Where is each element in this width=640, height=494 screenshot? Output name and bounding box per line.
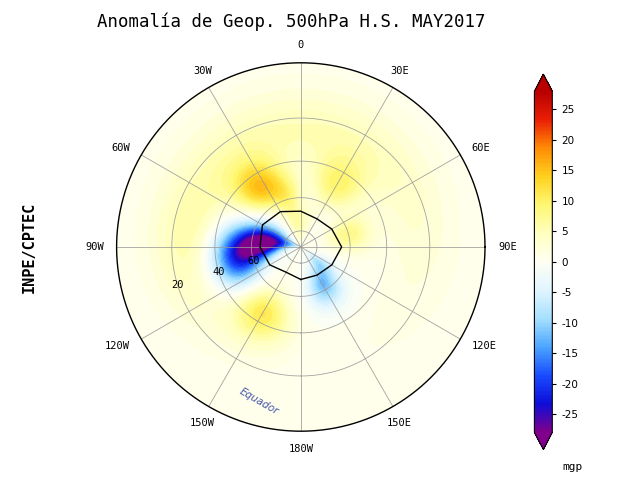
Point	[296, 243, 306, 251]
Point	[296, 243, 306, 251]
Point	[296, 243, 306, 251]
Point	[296, 243, 306, 251]
Point	[296, 243, 306, 251]
Text: 150E: 150E	[387, 418, 412, 428]
Point	[296, 243, 306, 251]
Point	[296, 243, 306, 251]
Point	[296, 243, 306, 251]
Point	[296, 243, 306, 251]
Text: 0: 0	[298, 40, 304, 50]
Point	[296, 243, 306, 251]
Point	[296, 243, 306, 251]
Text: INPE/CPTEC: INPE/CPTEC	[21, 202, 36, 292]
Point	[296, 243, 306, 251]
Point	[296, 243, 306, 251]
Point	[296, 243, 306, 251]
Text: Anomalía de Geop. 500hPa H.S. MAY2017: Anomalía de Geop. 500hPa H.S. MAY2017	[97, 12, 486, 31]
Point	[296, 243, 306, 251]
Text: mgp: mgp	[563, 462, 583, 472]
Point	[296, 243, 306, 251]
Text: 20: 20	[172, 280, 184, 289]
Point	[296, 243, 306, 251]
Point	[296, 243, 306, 251]
Point	[296, 243, 306, 251]
Point	[296, 243, 306, 251]
Point	[296, 243, 306, 251]
Point	[296, 243, 306, 251]
Point	[296, 243, 306, 251]
Point	[296, 243, 306, 251]
Text: 60E: 60E	[472, 143, 490, 154]
Text: 30W: 30W	[193, 66, 212, 76]
Point	[296, 243, 306, 251]
Point	[296, 243, 306, 251]
Point	[296, 243, 306, 251]
Point	[296, 243, 306, 251]
Point	[296, 243, 306, 251]
PathPatch shape	[534, 74, 552, 91]
Text: 120E: 120E	[472, 340, 497, 351]
Point	[296, 243, 306, 251]
Point	[296, 243, 306, 251]
Text: 120W: 120W	[105, 340, 130, 351]
Text: 180W: 180W	[288, 444, 314, 454]
Text: 30E: 30E	[390, 66, 409, 76]
Text: 90E: 90E	[498, 242, 516, 252]
Point	[296, 243, 306, 251]
Point	[296, 243, 306, 251]
Point	[296, 243, 306, 251]
Point	[296, 243, 306, 251]
Point	[296, 243, 306, 251]
Point	[296, 243, 306, 251]
Point	[296, 243, 306, 251]
Point	[296, 243, 306, 251]
Point	[296, 243, 306, 251]
Point	[296, 243, 306, 251]
Point	[296, 243, 306, 251]
Text: 60: 60	[247, 256, 260, 266]
Text: Equador: Equador	[238, 386, 280, 417]
Point	[296, 243, 306, 251]
PathPatch shape	[534, 432, 552, 450]
Point	[296, 243, 306, 251]
Point	[296, 243, 306, 251]
Point	[296, 243, 306, 251]
Point	[296, 243, 306, 251]
Point	[296, 243, 306, 251]
Text: 150W: 150W	[189, 418, 215, 428]
Point	[296, 243, 306, 251]
Point	[296, 243, 306, 251]
Point	[296, 243, 306, 251]
Point	[296, 243, 306, 251]
Point	[296, 243, 306, 251]
Point	[296, 243, 306, 251]
Point	[296, 243, 306, 251]
Point	[296, 243, 306, 251]
Text: 60W: 60W	[111, 143, 130, 154]
Text: 90W: 90W	[85, 242, 104, 252]
Point	[296, 243, 306, 251]
Point	[296, 243, 306, 251]
Text: 40: 40	[212, 267, 225, 277]
